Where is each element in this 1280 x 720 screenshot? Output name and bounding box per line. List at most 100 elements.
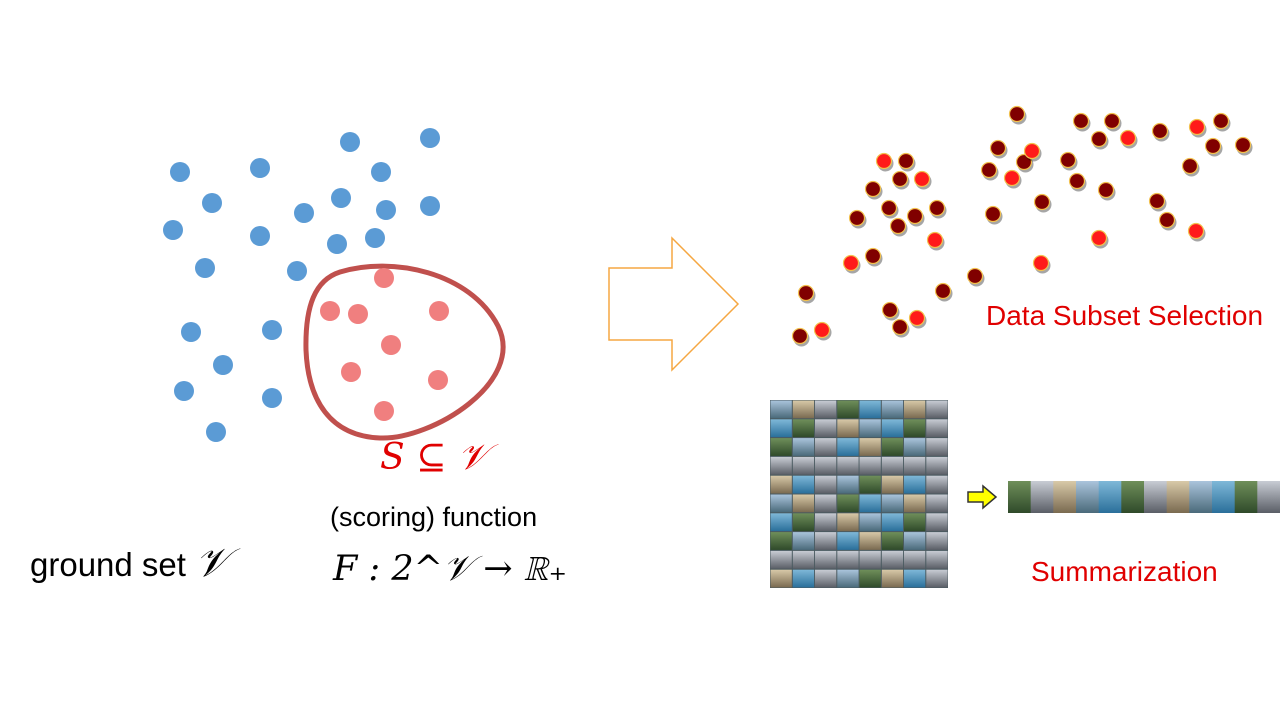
ground-point — [376, 200, 396, 220]
image-thumbnail — [904, 513, 926, 532]
summary-thumbnail — [1189, 481, 1213, 513]
image-thumbnail — [792, 400, 815, 419]
unselected-point — [1148, 192, 1166, 210]
ground-point — [163, 220, 183, 240]
ground-point — [213, 355, 233, 375]
unselected-point — [1158, 211, 1176, 229]
unselected-point — [1103, 112, 1121, 130]
ground-point — [250, 226, 270, 246]
selected-point — [1187, 222, 1205, 240]
scoring-function-formula: F : 2^𝒱 → ℝ₊ — [333, 549, 567, 589]
image-thumbnail — [792, 438, 815, 456]
image-thumbnail — [881, 438, 904, 456]
image-thumbnail — [859, 456, 881, 475]
ground-point — [420, 128, 440, 148]
unselected-point — [1097, 181, 1115, 199]
unselected-point — [980, 161, 998, 179]
unselected-point — [1181, 157, 1199, 175]
image-thumbnail — [904, 456, 926, 475]
image-thumbnail — [815, 438, 837, 456]
image-thumbnail — [926, 513, 948, 532]
image-thumbnail — [904, 475, 926, 494]
ground-point — [202, 193, 222, 213]
unselected-point — [966, 267, 984, 285]
image-thumbnail — [815, 513, 837, 532]
unselected-point — [934, 282, 952, 300]
selected-point — [1032, 254, 1050, 272]
image-thumbnail — [815, 494, 837, 513]
image-thumbnail — [792, 494, 815, 513]
image-thumbnail — [792, 456, 815, 475]
image-thumbnail — [770, 400, 792, 419]
image-thumbnail — [792, 550, 815, 569]
unselected-point — [1212, 112, 1230, 130]
image-thumbnail — [881, 456, 904, 475]
image-thumbnail — [926, 456, 948, 475]
selected-point — [842, 254, 860, 272]
image-thumbnail — [881, 494, 904, 513]
ground-set-text: ground set — [30, 546, 186, 583]
unselected-point — [1072, 112, 1090, 130]
ground-point — [174, 381, 194, 401]
summary-thumbnail — [1098, 481, 1122, 513]
image-thumbnail — [770, 569, 792, 588]
unselected-point — [891, 170, 909, 188]
unselected-point — [797, 284, 815, 302]
image-thumbnail — [837, 494, 859, 513]
unselected-point — [1059, 151, 1077, 169]
unselected-point — [906, 207, 924, 225]
image-thumbnail — [770, 513, 792, 532]
image-thumbnail — [837, 456, 859, 475]
unselected-point — [989, 139, 1007, 157]
image-thumbnail — [859, 569, 881, 588]
image-thumbnail — [770, 494, 792, 513]
subset-label: S ⊆ 𝒱 — [380, 437, 488, 478]
summary-thumbnail — [1144, 481, 1168, 513]
image-thumbnail — [926, 419, 948, 438]
ground-point — [250, 158, 270, 178]
image-thumbnail — [881, 475, 904, 494]
unselected-point — [864, 180, 882, 198]
unselected-point — [1008, 105, 1026, 123]
image-thumbnail — [815, 569, 837, 588]
image-thumbnail — [792, 513, 815, 532]
image-thumbnail — [792, 475, 815, 494]
image-thumbnail — [881, 550, 904, 569]
image-thumbnail — [926, 475, 948, 494]
ground-set-points — [163, 128, 440, 442]
image-thumbnail — [837, 475, 859, 494]
subset-point — [348, 304, 368, 324]
image-thumbnail — [881, 569, 904, 588]
ground-point — [170, 162, 190, 182]
image-thumbnail — [926, 494, 948, 513]
summary-thumbnail — [1053, 481, 1077, 513]
unselected-point — [881, 301, 899, 319]
selected-point — [1119, 129, 1137, 147]
image-thumbnail — [837, 513, 859, 532]
image-thumbnail — [881, 532, 904, 550]
ground-point — [420, 196, 440, 216]
image-thumbnail — [904, 550, 926, 569]
subset-points — [320, 268, 449, 421]
summary-thumbnail — [1008, 481, 1032, 513]
summarization-label: Summarization — [1031, 556, 1218, 587]
image-thumbnail — [881, 400, 904, 419]
subset-outline — [303, 263, 506, 441]
image-thumbnail — [859, 475, 881, 494]
image-thumbnail — [770, 438, 792, 456]
image-thumbnail — [904, 419, 926, 438]
summary-thumbnail — [1076, 481, 1100, 513]
image-thumbnail — [815, 532, 837, 550]
subset-point — [374, 268, 394, 288]
summary-thumbnail — [1212, 481, 1236, 513]
image-thumbnail — [792, 532, 815, 550]
unselected-point — [1151, 122, 1169, 140]
image-thumbnail — [926, 438, 948, 456]
ground-point — [287, 261, 307, 281]
subset-point — [374, 401, 394, 421]
image-thumbnail — [926, 400, 948, 419]
selection-points — [791, 105, 1253, 347]
unselected-point — [984, 205, 1002, 223]
selected-point — [1090, 229, 1108, 247]
image-thumbnail — [859, 550, 881, 569]
